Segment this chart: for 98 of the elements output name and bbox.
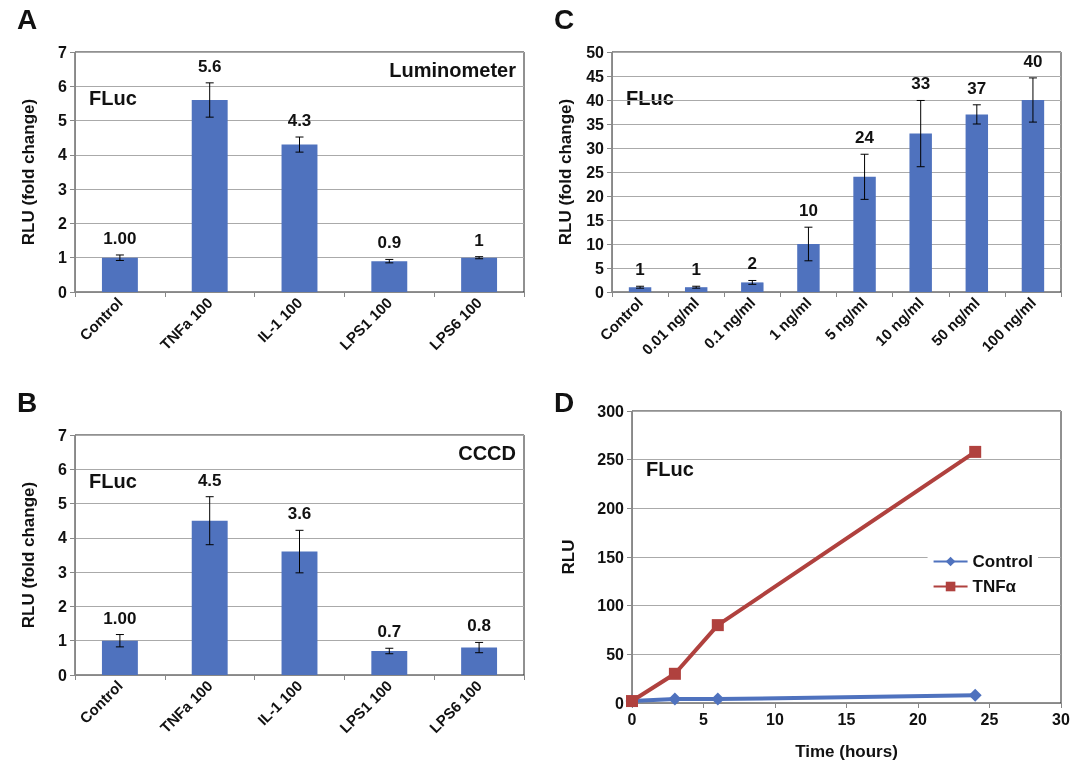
y-tick-label: 5 <box>595 259 605 277</box>
annotation: FLuc <box>89 470 137 492</box>
point <box>969 445 982 458</box>
bar <box>909 133 932 292</box>
y-tick-label: 10 <box>586 235 605 253</box>
x-tick-label: 20 <box>909 710 927 728</box>
y-tick-label: 7 <box>58 426 68 444</box>
y-axis-title: RLU (fold change) <box>19 98 38 246</box>
y-tick-label: 1 <box>58 632 68 650</box>
x-tick-label: IL-1 100 <box>254 676 306 729</box>
x-tick-label: IL-1 100 <box>254 293 306 346</box>
x-tick-label: 25 <box>980 710 999 728</box>
data-label: 0.7 <box>377 622 402 642</box>
bar <box>371 651 408 675</box>
bar <box>281 144 318 292</box>
y-tick-label: 5 <box>58 112 68 130</box>
data-label: 33 <box>911 74 931 94</box>
data-label: 3.6 <box>287 504 312 524</box>
y-tick-label: 300 <box>597 402 625 420</box>
y-tick-label: 1 <box>58 249 68 267</box>
x-tick-label: 0 <box>627 710 637 728</box>
y-tick-label: 100 <box>597 597 625 615</box>
y-tick-label: 250 <box>597 451 625 469</box>
y-tick-label: 4 <box>58 529 68 547</box>
bar <box>461 257 498 292</box>
data-label: 0.8 <box>467 616 491 636</box>
y-tick-label: 15 <box>586 211 605 229</box>
bar <box>628 287 652 292</box>
bar <box>965 114 989 292</box>
data-label: 4.3 <box>287 111 312 131</box>
x-tick-label: 30 <box>1052 710 1070 728</box>
y-tick-label: 3 <box>58 180 68 198</box>
data-label: 1.00 <box>103 608 137 628</box>
data-label: 1.00 <box>103 228 137 248</box>
y-tick-label: 30 <box>586 139 605 157</box>
y-tick-label: 25 <box>586 163 605 181</box>
bar <box>101 640 138 675</box>
bar <box>281 551 318 675</box>
y-tick-label: 50 <box>586 43 605 61</box>
x-tick-label: 5 <box>699 710 709 728</box>
y-tick-label: 3 <box>58 563 68 581</box>
legend-label: Control <box>972 552 1034 571</box>
annotation: CCCD <box>458 442 517 464</box>
bar <box>853 176 876 292</box>
data-label: 2 <box>747 254 758 274</box>
chart-title: C <box>554 3 575 35</box>
data-label: 1 <box>635 260 645 280</box>
point <box>668 667 681 680</box>
y-tick-label: 35 <box>586 115 605 133</box>
bar <box>1021 100 1045 292</box>
bar <box>371 261 408 292</box>
data-label: 0.9 <box>377 233 402 253</box>
data-label: 40 <box>1023 51 1043 71</box>
bar <box>684 287 708 292</box>
bar <box>191 100 228 292</box>
annotation: Luminometer <box>389 59 517 81</box>
y-tick-label: 45 <box>586 67 605 85</box>
data-label: 37 <box>967 78 987 98</box>
bar <box>101 257 138 292</box>
y-tick-label: 7 <box>58 43 68 61</box>
x-tick-label: 15 <box>837 710 856 728</box>
y-axis-title: RLU (fold change) <box>19 481 38 629</box>
annotation: FLuc <box>626 87 674 109</box>
data-label: 5.6 <box>197 56 222 76</box>
bar <box>741 282 764 292</box>
y-axis-title: RLU <box>559 539 578 575</box>
y-tick-label: 150 <box>597 548 625 566</box>
y-tick-label: 20 <box>586 187 605 205</box>
y-tick-label: 40 <box>586 91 605 109</box>
data-label: 10 <box>798 201 818 221</box>
bar <box>191 520 228 675</box>
y-tick-label: 50 <box>606 645 625 663</box>
x-axis-title: Time (hours) <box>795 742 898 761</box>
y-tick-label: 5 <box>58 495 68 513</box>
data-label: 1 <box>691 260 701 280</box>
point <box>711 619 724 632</box>
data-label: 4.5 <box>197 470 222 490</box>
chart-title: A <box>17 3 38 35</box>
bar <box>461 647 498 675</box>
annotation: FLuc <box>89 87 137 109</box>
y-tick-label: 6 <box>58 77 68 95</box>
legend-label: TNFα <box>972 577 1017 596</box>
y-tick-label: 4 <box>58 146 68 164</box>
bar <box>797 244 820 292</box>
chart-title: D <box>554 386 575 418</box>
annotation: FLuc <box>646 458 694 480</box>
point <box>968 688 982 702</box>
y-tick-label: 200 <box>597 499 625 517</box>
y-tick-label: 2 <box>58 597 68 615</box>
x-tick-label: 10 <box>766 710 784 728</box>
data-label: 1 <box>474 230 484 250</box>
point <box>668 692 682 706</box>
y-tick-label: 2 <box>58 214 68 232</box>
data-label: 24 <box>855 128 875 148</box>
chart-title: B <box>17 386 38 418</box>
y-tick-label: 6 <box>58 460 68 478</box>
y-axis-title: RLU (fold change) <box>556 98 575 246</box>
point <box>711 692 725 706</box>
